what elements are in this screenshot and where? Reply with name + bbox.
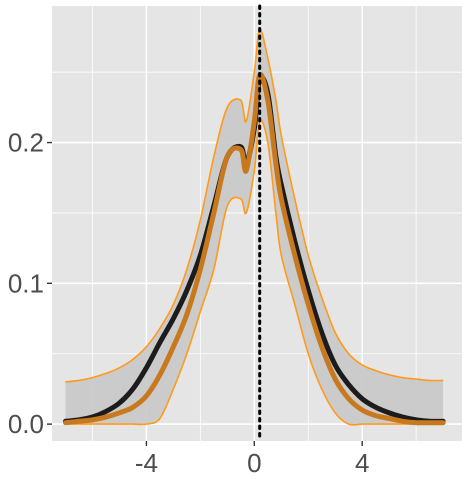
y-tick-label: 0.1 [8,268,44,298]
orange-density-line [62,71,446,426]
x-tick-label: -4 [135,448,158,478]
axis-ticks [47,141,363,446]
y-tick-label: 0.0 [8,409,44,439]
band-upper-edge [65,29,444,383]
band-lower-edge [65,119,444,426]
x-tick-label: 4 [355,448,369,478]
x-axis-tick-labels: -4 0 4 [135,448,370,478]
x-tick-label: 0 [247,448,261,478]
y-axis-tick-labels: 0.0 0.1 0.2 [8,128,44,440]
y-tick-label: 0.2 [8,128,44,158]
